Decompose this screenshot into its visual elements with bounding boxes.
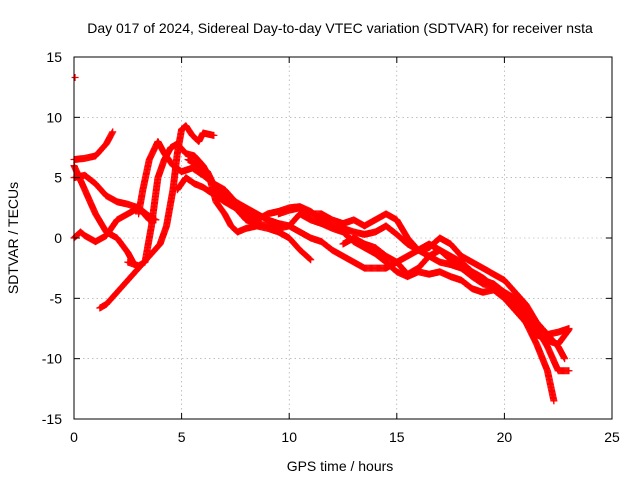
data-point	[307, 256, 315, 264]
x-tick-label: 25	[604, 429, 620, 445]
series-track-5	[96, 122, 218, 312]
series-outlier	[71, 74, 79, 82]
y-tick-label: -10	[42, 351, 62, 367]
y-tick-label: 5	[54, 170, 62, 186]
chart-title: Day 017 of 2024, Sidereal Day-to-day VTE…	[87, 20, 593, 36]
data-point	[561, 355, 569, 363]
x-tick-label: 15	[389, 429, 405, 445]
series-track-11	[339, 234, 573, 339]
y-tick-label: -5	[50, 290, 63, 306]
data-point	[305, 254, 313, 262]
y-tick-label: 10	[46, 109, 62, 125]
data-point	[306, 255, 314, 263]
y-tick-label: 0	[54, 230, 62, 246]
axis-ticks: 0 5 10 15 20 25 -15 -10 -5 0 5 10 15	[42, 49, 620, 445]
x-tick-label: 0	[70, 429, 78, 445]
y-tick-label: -15	[42, 411, 62, 427]
data-point	[565, 325, 573, 332]
y-tick-label: 15	[46, 49, 62, 65]
data-point	[109, 128, 117, 136]
series-track-9	[184, 156, 558, 405]
grid	[74, 57, 612, 419]
series-track-1	[70, 128, 117, 164]
x-tick-label: 5	[178, 429, 186, 445]
x-tick-label: 10	[281, 429, 297, 445]
data-point	[71, 74, 79, 82]
x-axis-label: GPS time / hours	[287, 458, 394, 474]
data-point	[210, 131, 218, 139]
x-tick-label: 20	[497, 429, 513, 445]
y-axis-label: SDTVAR / TECUs	[5, 182, 21, 294]
series-layer	[70, 74, 573, 405]
data-point	[550, 397, 558, 405]
data-point	[565, 367, 573, 375]
series-track-10	[274, 204, 569, 363]
plot-frame	[73, 56, 613, 420]
